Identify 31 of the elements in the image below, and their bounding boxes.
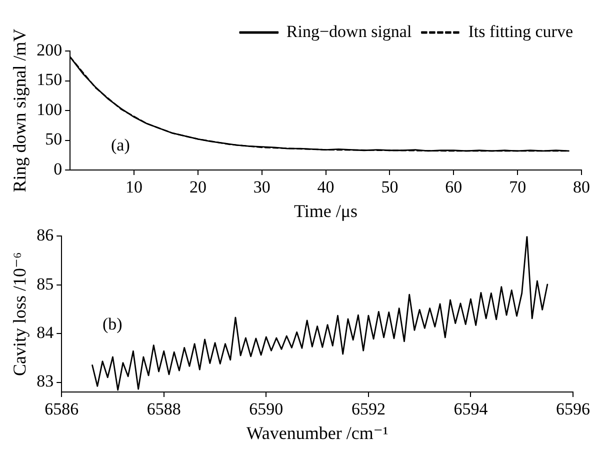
x-tick-label: 6596: [556, 400, 590, 419]
x-axis-title: Wavenumber /cm⁻¹: [246, 422, 388, 443]
x-tick-label: 6588: [146, 400, 181, 419]
y-tick-label: 50: [45, 130, 62, 149]
legend-label: Ring−down signal: [286, 22, 412, 41]
annotation: (a): [111, 136, 130, 155]
x-tick-label: 6592: [351, 400, 386, 419]
x-tick-label: 60: [445, 178, 462, 197]
x-axis-title: Time /μs: [294, 200, 358, 221]
y-tick-label: 0: [54, 159, 62, 178]
y-tick-label: 83: [36, 372, 54, 391]
x-tick-label: 30: [253, 178, 270, 197]
x-tick-label: 6590: [249, 400, 284, 419]
x-tick-label: 6594: [454, 400, 488, 419]
y-tick-label: 100: [36, 100, 62, 119]
y-tick-label: 150: [36, 70, 62, 90]
annotation: (b): [102, 314, 122, 334]
legend-label: Its fitting curve: [468, 22, 574, 41]
x-tick-label: 40: [317, 178, 334, 197]
y-axis-title: Cavity loss /10⁻⁶: [10, 252, 30, 376]
x-tick-label: 70: [509, 178, 526, 197]
x-tick-label: 6586: [44, 400, 79, 419]
x-tick-label: 50: [381, 178, 398, 197]
x-tick-label: 80: [573, 178, 590, 197]
y-tick-label: 84: [36, 323, 54, 342]
x-tick-label: 20: [189, 178, 206, 197]
y-tick-label: 200: [36, 40, 62, 60]
y-tick-label: 85: [36, 274, 54, 294]
x-tick-label: 10: [126, 178, 143, 197]
y-tick-label: 86: [36, 226, 54, 245]
y-axis-title: Ring down signal /mV: [10, 28, 30, 192]
